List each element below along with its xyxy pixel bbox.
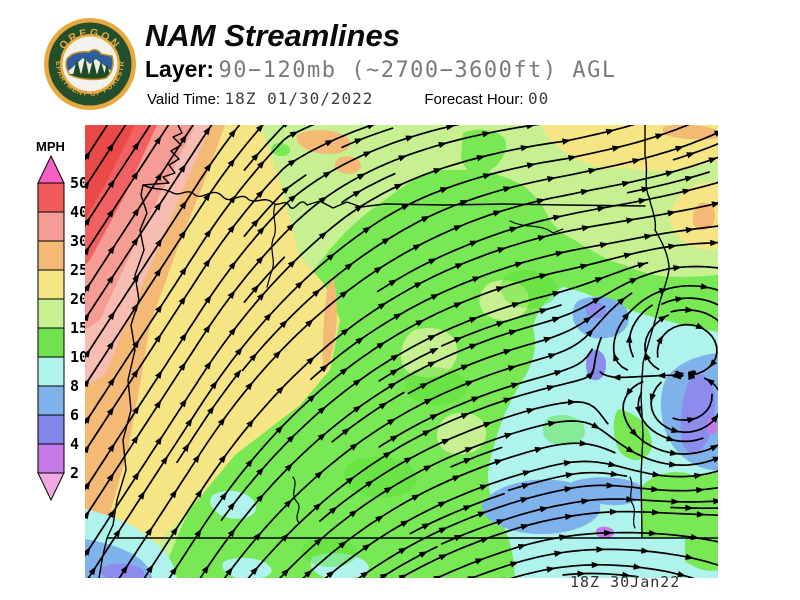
region-darkred-band — [85, 125, 135, 220]
region-purple-dot-2 — [706, 417, 717, 435]
streamline-arrowheads — [85, 125, 718, 578]
river — [509, 220, 564, 234]
region-green-mottle-1 — [319, 397, 374, 450]
timestamp: 18Z 30Jan22 — [570, 573, 681, 591]
river — [629, 476, 636, 529]
svg-text:25: 25 — [70, 261, 88, 279]
svg-text:2: 2 — [70, 464, 79, 482]
region-darkgreen-tex-1 — [500, 270, 557, 309]
region-cyan-spot-2 — [222, 557, 272, 578]
region-green-mottle-2 — [345, 280, 398, 325]
region-green-top-small — [271, 142, 291, 157]
region-periwinkle-spot-1 — [585, 302, 607, 319]
layer-label: Layer: — [145, 56, 215, 82]
region-green-top-blob — [461, 129, 506, 175]
state-border — [640, 125, 670, 538]
svg-text:MPH: MPH — [36, 139, 65, 154]
streamline-map — [85, 125, 718, 578]
layer-row: Layer: 90−120mb (~2700−3600ft) AGL — [145, 56, 617, 83]
valid-time-value: 18Z 01/30/2022 — [224, 89, 374, 108]
time-row: Valid Time: 18Z 01/30/2022 Forecast Hour… — [147, 89, 549, 109]
region-green-se-corner — [641, 472, 718, 537]
coastline — [98, 125, 183, 578]
svg-text:4: 4 — [70, 435, 79, 453]
region-orange-top-1 — [296, 129, 351, 155]
page-title: NAM Streamlines — [145, 18, 400, 53]
region-orange-tr-2 — [692, 202, 716, 231]
river — [292, 476, 300, 524]
state-border — [142, 184, 646, 209]
svg-text:20: 20 — [70, 290, 88, 308]
region-orange-streak — [322, 275, 337, 373]
odf-logo: OREGONDEPARTMENT OF FORESTRY — [43, 17, 136, 110]
forecast-hour-label: Forecast Hour: — [424, 91, 524, 108]
svg-text:50: 50 — [70, 174, 88, 192]
geography-lines — [98, 125, 718, 578]
svg-text:30: 30 — [70, 232, 88, 250]
forecast-hour-value: 00 — [527, 89, 550, 108]
svg-text:6: 6 — [70, 406, 79, 424]
svg-text:15: 15 — [70, 319, 88, 337]
region-blue-south-2 — [569, 477, 644, 506]
region-darkgreen-tex-2 — [404, 367, 467, 406]
svg-text:10: 10 — [70, 348, 88, 366]
wind-speed-legend: MPH 50 40 30 25 20 15 10 8 6 4 2 — [36, 139, 88, 502]
region-orange-top-2 — [334, 156, 361, 174]
svg-text:8: 8 — [70, 377, 79, 395]
layer-value: 90−120mb (~2700−3600ft) AGL — [218, 58, 617, 83]
region-palegreen-mottle-2 — [479, 280, 530, 321]
region-periwinkle-ne — [680, 374, 716, 454]
svg-text:40: 40 — [70, 203, 88, 221]
valid-time-label: Valid Time: — [147, 91, 221, 108]
